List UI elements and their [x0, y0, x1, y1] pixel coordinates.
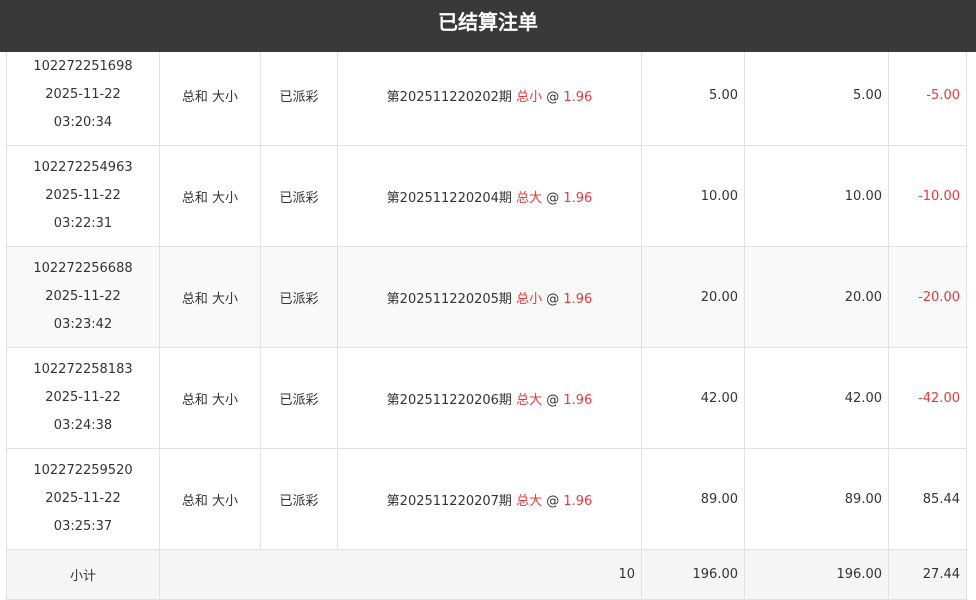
status: 已派彩 — [260, 246, 338, 348]
bet-id: 102272256688 — [33, 261, 133, 276]
bet-date: 2025-11-22 — [45, 188, 121, 203]
settled-bets-table: 102272251698 2025-11-22 03:20:34 总和 大小 已派彩… — [6, 44, 967, 600]
issue: 第202511220202期 — [386, 89, 512, 105]
subtotal-label: 小计 — [6, 549, 160, 600]
issue: 第202511220207期 — [386, 493, 512, 509]
valid-amount: 5.00 — [744, 44, 889, 146]
bet-row: 102272251698 2025-11-22 03:20:34 总和 大小 已派彩… — [6, 44, 967, 146]
bet-row: 102272259520 2025-11-22 03:25:37 总和 大小 已派彩… — [6, 448, 967, 550]
bet-id: 102272258183 — [33, 362, 133, 377]
pick: 总大 — [516, 392, 543, 408]
play-type: 总和 大小 — [159, 44, 261, 146]
bet-amount: 42.00 — [641, 347, 745, 449]
at-sign: @ — [546, 493, 560, 509]
odds: 1.96 — [563, 493, 593, 509]
odds: 1.96 — [563, 291, 593, 307]
odds: 1.96 — [563, 190, 593, 206]
subtotal-amount: 196.00 — [641, 549, 745, 600]
bet-content: 第202511220206期 总大 @ 1.96 — [337, 347, 642, 449]
bet-id-cell: 102272251698 2025-11-22 03:20:34 — [6, 44, 160, 146]
pick: 总小 — [516, 89, 543, 105]
valid-amount: 10.00 — [744, 145, 889, 247]
bet-time: 03:24:38 — [53, 418, 113, 433]
bet-content: 第202511220205期 总小 @ 1.96 — [337, 246, 642, 348]
bet-row: 102272256688 2025-11-22 03:23:42 总和 大小 已派彩… — [6, 246, 967, 348]
play-type: 总和 大小 — [159, 347, 261, 449]
odds: 1.96 — [563, 392, 593, 408]
at-sign: @ — [546, 190, 560, 206]
odds: 1.96 — [563, 89, 593, 105]
bet-date: 2025-11-22 — [45, 491, 121, 506]
bet-id: 102272254963 — [33, 160, 133, 175]
valid-amount: 20.00 — [744, 246, 889, 348]
play-type: 总和 大小 — [159, 246, 261, 348]
bet-time: 03:23:42 — [53, 317, 113, 332]
bet-date: 2025-11-22 — [45, 87, 121, 102]
at-sign: @ — [546, 392, 560, 408]
bet-id-cell: 102272256688 2025-11-22 03:23:42 — [6, 246, 160, 348]
bet-content: 第202511220207期 总大 @ 1.96 — [337, 448, 642, 550]
bet-id-cell: 102272254963 2025-11-22 03:22:31 — [6, 145, 160, 247]
bet-id-cell: 102272258183 2025-11-22 03:24:38 — [6, 347, 160, 449]
win-loss: 85.44 — [888, 448, 967, 550]
bet-amount: 10.00 — [641, 145, 745, 247]
status: 已派彩 — [260, 145, 338, 247]
valid-amount: 42.00 — [744, 347, 889, 449]
status: 已派彩 — [260, 44, 338, 146]
bet-id: 102272251698 — [33, 59, 133, 74]
at-sign: @ — [546, 89, 560, 105]
win-loss: -10.00 — [888, 145, 967, 247]
bet-amount: 89.00 — [641, 448, 745, 550]
pick: 总小 — [516, 291, 543, 307]
bet-row: 102272258183 2025-11-22 03:24:38 总和 大小 已派彩… — [6, 347, 967, 449]
status: 已派彩 — [260, 347, 338, 449]
bet-id: 102272259520 — [33, 463, 133, 478]
page-title: 已结算注单 — [0, 0, 976, 52]
subtotal-result: 27.44 — [888, 549, 967, 600]
bet-row: 102272254963 2025-11-22 03:22:31 总和 大小 已派彩… — [6, 145, 967, 247]
at-sign: @ — [546, 291, 560, 307]
bet-date: 2025-11-22 — [45, 390, 121, 405]
bet-time: 03:25:37 — [53, 519, 113, 534]
bet-content: 第202511220204期 总大 @ 1.96 — [337, 145, 642, 247]
bet-id-cell: 102272259520 2025-11-22 03:25:37 — [6, 448, 160, 550]
subtotal-count: 10 — [159, 549, 642, 600]
play-type: 总和 大小 — [159, 145, 261, 247]
play-type: 总和 大小 — [159, 448, 261, 550]
bet-amount: 20.00 — [641, 246, 745, 348]
bet-date: 2025-11-22 — [45, 289, 121, 304]
win-loss: -5.00 — [888, 44, 967, 146]
win-loss: -42.00 — [888, 347, 967, 449]
pick: 总大 — [516, 190, 543, 206]
issue: 第202511220206期 — [386, 392, 512, 408]
win-loss: -20.00 — [888, 246, 967, 348]
status: 已派彩 — [260, 448, 338, 550]
bet-content: 第202511220202期 总小 @ 1.96 — [337, 44, 642, 146]
issue: 第202511220204期 — [386, 190, 512, 206]
subtotal-row: 小计 10 196.00 196.00 27.44 — [6, 549, 967, 600]
subtotal-valid: 196.00 — [744, 549, 889, 600]
bet-time: 03:20:34 — [53, 115, 113, 130]
bet-amount: 5.00 — [641, 44, 745, 146]
pick: 总大 — [516, 493, 543, 509]
bet-time: 03:22:31 — [53, 216, 113, 231]
valid-amount: 89.00 — [744, 448, 889, 550]
issue: 第202511220205期 — [386, 291, 512, 307]
